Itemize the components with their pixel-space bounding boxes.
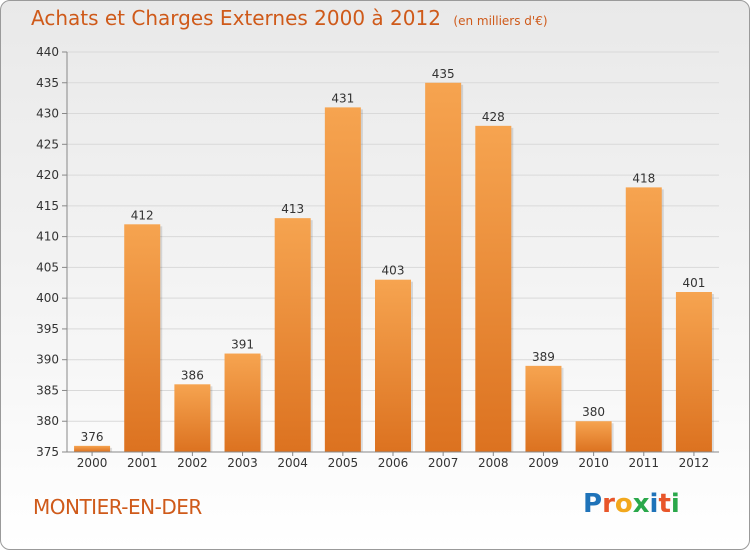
- logo-letter: P: [583, 489, 603, 519]
- data-label: 431: [331, 91, 354, 105]
- bar-2003: [224, 353, 261, 452]
- data-label: 389: [532, 350, 555, 364]
- data-label: 380: [582, 405, 605, 419]
- x-tick-label: 2000: [77, 456, 108, 470]
- bar-2008: [475, 125, 512, 452]
- bar-2005: [324, 107, 361, 452]
- x-tick-label: 2007: [428, 456, 459, 470]
- data-label: 418: [632, 171, 655, 185]
- bar-2000: [74, 445, 111, 452]
- y-tick-label: 430: [36, 107, 59, 121]
- y-tick-label: 375: [36, 445, 59, 459]
- x-tick-label: 2010: [578, 456, 609, 470]
- x-tick-label: 2012: [679, 456, 710, 470]
- town-name: MONTIER-EN-DER: [33, 495, 202, 519]
- y-tick-label: 410: [36, 230, 59, 244]
- data-label: 428: [482, 110, 505, 124]
- bar-2011: [625, 187, 662, 452]
- x-tick-label: 2011: [628, 456, 659, 470]
- x-tick-label: 2003: [227, 456, 258, 470]
- y-tick-label: 390: [36, 353, 59, 367]
- bar-2010: [575, 421, 612, 452]
- x-tick-label: 2001: [127, 456, 158, 470]
- x-tick-label: 2006: [378, 456, 409, 470]
- data-label: 403: [382, 264, 405, 278]
- logo-letter: i: [670, 489, 680, 519]
- x-tick-label: 2008: [478, 456, 509, 470]
- y-tick-label: 435: [36, 76, 59, 90]
- y-tick-label: 420: [36, 168, 59, 182]
- y-tick-label: 440: [36, 45, 59, 59]
- data-label: 412: [131, 208, 154, 222]
- y-tick-label: 400: [36, 291, 59, 305]
- title-row: Achats et Charges Externes 2000 à 2012 (…: [31, 6, 548, 30]
- data-label: 413: [281, 202, 304, 216]
- data-label: 435: [432, 67, 455, 81]
- logo-letter: x: [632, 489, 650, 519]
- bar-2006: [375, 279, 411, 452]
- x-tick-label: 2004: [277, 456, 308, 470]
- data-label: 376: [81, 430, 104, 444]
- bar-2012: [675, 292, 712, 452]
- bar-2004: [274, 218, 311, 452]
- y-tick-label: 425: [36, 137, 59, 151]
- logo-letter: r: [602, 489, 615, 519]
- bars: [74, 82, 714, 453]
- bar-2009: [525, 365, 562, 452]
- data-labels: 376 412 386 391 413 431 403 435 428 389 380 418 401: [81, 67, 706, 444]
- y-tick-label: 380: [36, 414, 59, 428]
- bar-2002: [174, 384, 211, 452]
- data-label: 391: [231, 338, 254, 352]
- proxiti-logo[interactable]: Proxiti: [583, 489, 680, 519]
- data-label: 386: [181, 368, 204, 382]
- y-tick-label: 415: [36, 199, 59, 213]
- chart-subtitle: (en milliers d'€): [453, 14, 548, 28]
- logo-letter: o: [614, 489, 633, 519]
- y-tick-label: 395: [36, 322, 59, 336]
- y-tick-label: 385: [36, 383, 59, 397]
- logo-letter: t: [658, 489, 671, 519]
- data-label: 401: [682, 276, 705, 290]
- logo-letter: i: [649, 489, 659, 519]
- chart-title: Achats et Charges Externes 2000 à 2012: [31, 6, 441, 30]
- bar-2001: [124, 224, 161, 452]
- x-tick-label: 2005: [328, 456, 359, 470]
- x-tick-label: 2009: [528, 456, 559, 470]
- y-tick-label: 405: [36, 260, 59, 274]
- axes: 375 380 385 390 395 400 405 410 415 420 425 430 435 4…: [36, 45, 719, 470]
- bar-2007: [425, 82, 462, 453]
- x-tick-label: 2002: [177, 456, 208, 470]
